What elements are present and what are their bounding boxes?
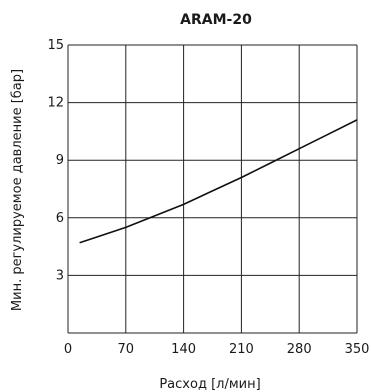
y-axis-label: Мин. регулируемое давление [бар] xyxy=(10,69,25,311)
x-tick-label: 0 xyxy=(64,342,72,357)
x-tick-label: 210 xyxy=(229,342,254,357)
x-tick-label: 280 xyxy=(287,342,312,357)
x-tick-label: 140 xyxy=(171,342,196,357)
series-layer xyxy=(79,119,358,244)
grid xyxy=(67,44,358,334)
x-tick-labels: 0 70 140 210 280 350 xyxy=(64,342,370,357)
y-tick-label: 9 xyxy=(56,153,64,168)
y-tick-label: 15 xyxy=(47,38,64,53)
x-tick-label: 350 xyxy=(345,342,370,357)
y-tick-label: 3 xyxy=(56,268,64,283)
chart-title: ARAM-20 xyxy=(180,12,252,28)
series-line xyxy=(79,119,358,244)
x-tick-label: 70 xyxy=(118,342,135,357)
x-axis-label: Расход [л/мин] xyxy=(159,377,260,392)
y-tick-labels: 3 6 9 12 15 xyxy=(47,38,64,283)
y-tick-label: 12 xyxy=(47,96,64,111)
y-tick-label: 6 xyxy=(56,211,64,226)
